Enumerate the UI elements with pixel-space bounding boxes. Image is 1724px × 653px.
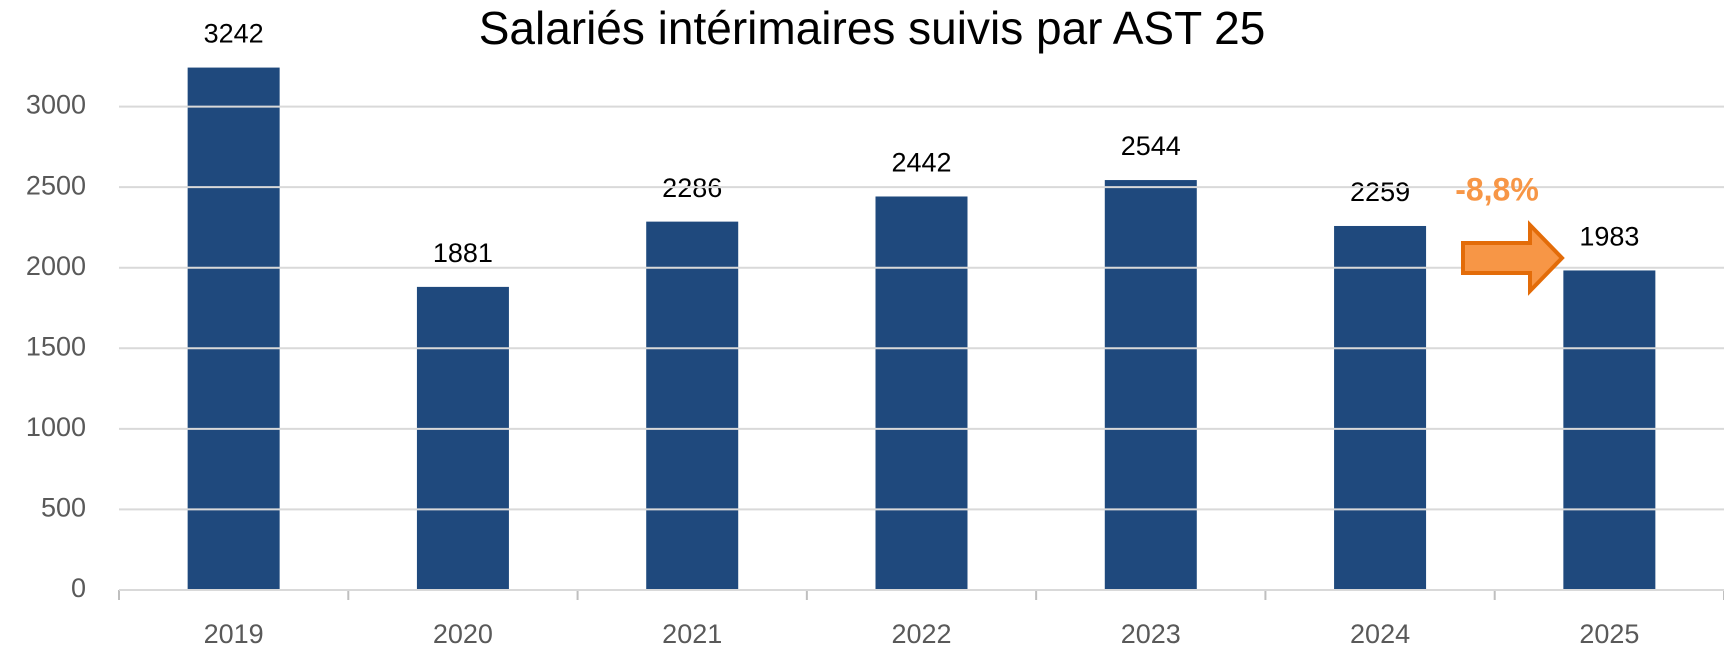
data-label: 2259 bbox=[1350, 177, 1410, 207]
bar bbox=[1104, 180, 1197, 591]
x-tick-label: 2024 bbox=[1350, 619, 1410, 649]
y-tick-label: 2000 bbox=[26, 251, 86, 281]
data-label: 3242 bbox=[204, 19, 264, 49]
bar bbox=[875, 196, 968, 590]
bar bbox=[1334, 225, 1427, 591]
y-tick-label: 1000 bbox=[26, 412, 86, 442]
x-tick-label: 2020 bbox=[433, 619, 493, 649]
data-label: 2442 bbox=[891, 148, 951, 178]
bar bbox=[646, 221, 739, 590]
x-tick-label: 2022 bbox=[891, 619, 951, 649]
bar bbox=[1563, 270, 1656, 590]
bar bbox=[187, 67, 280, 591]
chart-title: Salariés intérimaires suivis par AST 25 bbox=[479, 2, 1266, 54]
y-tick-label: 0 bbox=[71, 573, 86, 603]
data-label: 2544 bbox=[1121, 131, 1181, 161]
x-tick-label: 2021 bbox=[662, 619, 722, 649]
y-tick-label: 500 bbox=[41, 493, 86, 523]
annotation: -8,8% bbox=[1455, 171, 1539, 207]
data-label: 1983 bbox=[1579, 222, 1639, 252]
y-tick-label: 3000 bbox=[26, 90, 86, 120]
arrow bbox=[1461, 220, 1565, 296]
x-tick-label: 2019 bbox=[204, 619, 264, 649]
y-tick-label: 2500 bbox=[26, 170, 86, 200]
x-tick-label: 2025 bbox=[1579, 619, 1639, 649]
x-tick-label: 2023 bbox=[1121, 619, 1181, 649]
y-tick-label: 1500 bbox=[26, 331, 86, 361]
data-label: 1881 bbox=[433, 238, 493, 268]
bar bbox=[416, 286, 509, 590]
